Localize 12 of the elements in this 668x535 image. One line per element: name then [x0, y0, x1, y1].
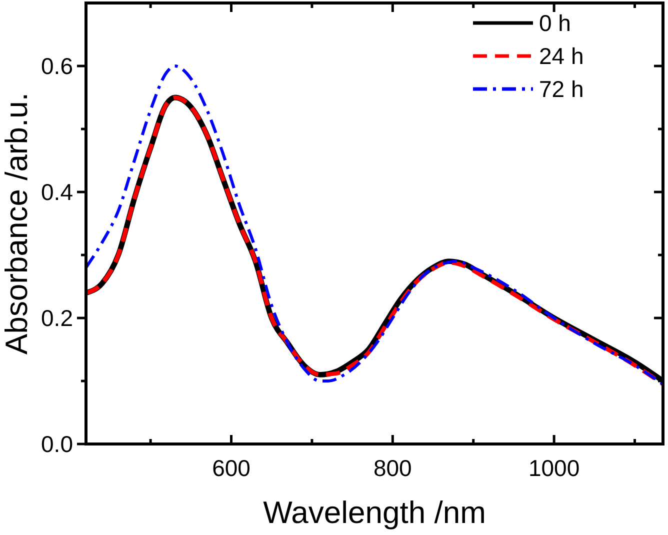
x-tick-label: 800: [373, 455, 412, 481]
legend-label: 24 h: [539, 43, 584, 70]
x-axis-title: Wavelength /nm: [263, 495, 486, 530]
y-axis-title: Absorbance /arb.u.: [0, 92, 34, 354]
legend-label: 72 h: [539, 76, 584, 102]
y-tick-label: 0.4: [41, 179, 74, 206]
y-tick-label: 0.2: [41, 305, 73, 332]
legend-label: 0 h: [539, 10, 571, 36]
y-tick-label: 0.6: [41, 53, 73, 80]
x-tick-label: 600: [212, 455, 250, 481]
text: 0.0: [41, 431, 73, 458]
x-tick-label: 1000: [528, 455, 580, 481]
